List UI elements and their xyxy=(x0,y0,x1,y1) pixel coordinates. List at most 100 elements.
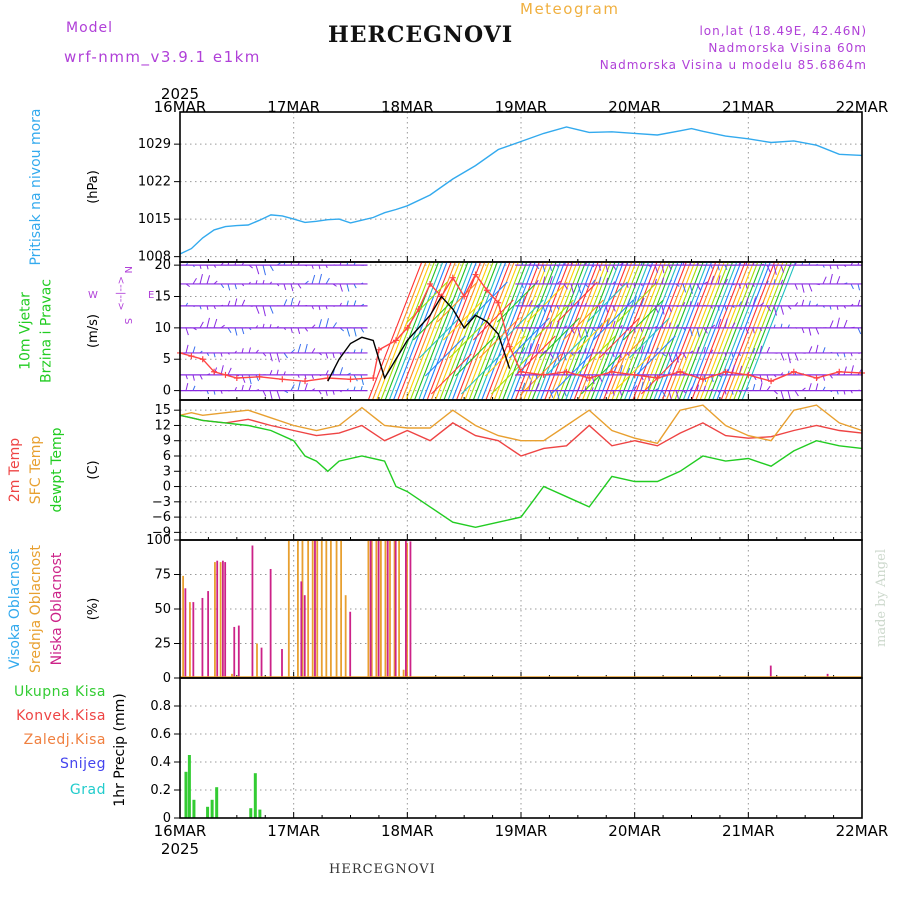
wind-arrow xyxy=(717,305,720,311)
wind-arrow xyxy=(752,384,756,391)
x-axis: 16MAR 16MAR 17MAR 17MAR 18MAR 18MAR 19MAR 19MAR… xyxy=(154,85,889,858)
wind-arrow xyxy=(528,300,533,307)
wind-arrow xyxy=(808,262,811,266)
wind-arrow xyxy=(780,352,785,361)
wind-arrow xyxy=(549,276,553,285)
bar-cloud xyxy=(231,673,233,678)
storm-arrow xyxy=(426,262,482,400)
storm-arrow xyxy=(531,262,587,400)
storm-arrow xyxy=(640,353,682,395)
bar-cloud xyxy=(207,591,210,678)
pressure-label-0: Pritisak na nivou mora xyxy=(28,108,44,265)
wind-arrow xyxy=(563,352,567,361)
wind-arrow xyxy=(710,275,715,285)
bar-cloud xyxy=(398,540,400,678)
precip-legend-3: Snijeg xyxy=(60,756,106,772)
y-tick-label: 0.2 xyxy=(150,783,171,798)
wind-arrow xyxy=(332,390,335,395)
panel-precip: 0 0.2 0.4 0.6 0.8 1hr Precip (mm) Ukupna Kisa K… xyxy=(14,677,863,826)
wind-arrow xyxy=(325,390,328,396)
wind-arrow xyxy=(234,283,237,290)
wind-arrow xyxy=(689,386,693,391)
wind-arrow xyxy=(682,262,685,266)
wind-arrow xyxy=(248,347,251,354)
wind-max-marker xyxy=(392,337,399,344)
wind-arrow xyxy=(346,300,349,307)
wind-arrow xyxy=(297,262,301,266)
wind-arrow xyxy=(297,381,301,391)
altitude-label: Nadmorska Visina 60m xyxy=(708,41,867,55)
bar-cloud xyxy=(201,597,204,678)
wind-arrow xyxy=(605,277,609,285)
wind-arrow xyxy=(521,382,526,391)
wind-arrow xyxy=(549,390,554,398)
bar-precip xyxy=(253,773,257,818)
wind-arrow xyxy=(633,283,636,288)
storm-arrow xyxy=(539,262,595,400)
wind-arrow xyxy=(542,276,546,285)
x-tick-top: 20MAR xyxy=(608,98,661,116)
wind-arrow xyxy=(647,382,652,391)
bar-cloud xyxy=(375,540,378,678)
wind-arrow xyxy=(591,348,594,354)
wind-arrow xyxy=(521,262,524,266)
wind-arrow xyxy=(766,385,771,391)
bar-cloud xyxy=(216,560,219,678)
bar-cloud xyxy=(311,540,314,678)
wind-max-marker xyxy=(540,371,547,378)
wind-max-marker xyxy=(495,299,502,306)
bar-cloud xyxy=(402,669,405,678)
wind-arrow xyxy=(815,344,819,354)
storm-arrow xyxy=(451,262,507,400)
bar-cloud xyxy=(404,540,407,678)
wind-arrow xyxy=(269,324,272,328)
wind-arrow xyxy=(780,279,784,285)
wind-arrow xyxy=(311,264,314,269)
wind-arrow xyxy=(318,273,322,285)
wind-arrow xyxy=(787,352,791,364)
bar-cloud xyxy=(370,540,373,678)
wind-arrow xyxy=(521,295,525,307)
bar-cloud xyxy=(386,540,389,678)
wind-arrow xyxy=(318,265,321,270)
y-tick-label: 5 xyxy=(163,352,171,367)
wind-max-marker xyxy=(415,306,422,313)
bar-cloud xyxy=(314,540,316,678)
wind-arrow xyxy=(857,369,862,376)
wind-arrow xyxy=(689,283,693,294)
wind-arrow xyxy=(661,265,665,274)
wind-arrow xyxy=(241,348,244,354)
bar-precip xyxy=(206,806,210,818)
bar-cloud xyxy=(329,540,332,678)
storm-arrow xyxy=(434,262,490,400)
bar-cloud xyxy=(335,540,338,678)
wind-arrow xyxy=(752,297,757,307)
wind-arrow xyxy=(703,327,708,334)
wind-arrow xyxy=(857,283,861,291)
storm-arrow xyxy=(443,262,498,400)
wind-arrow xyxy=(241,374,246,383)
wind-arrow xyxy=(213,318,218,329)
wind-arrow xyxy=(850,283,854,290)
wind-arrow xyxy=(808,346,813,354)
wind-arrow xyxy=(752,327,755,334)
wind-arrow xyxy=(626,283,629,288)
wind-arrow xyxy=(829,320,834,329)
wind-arrow xyxy=(360,327,365,333)
storm-arrow xyxy=(514,335,556,377)
wind-arrow xyxy=(612,264,617,271)
wind-arrow xyxy=(724,318,728,328)
temp-label-2: dewpt Temp xyxy=(49,427,65,512)
wind-arrow xyxy=(318,319,322,329)
wind-arrow xyxy=(822,386,826,391)
bar-cloud xyxy=(406,542,408,678)
temp-label-1: SFC Temp xyxy=(28,436,44,505)
panel-pressure: 1008 1015 1022 1029 (hPa) Pritisak na nivou m… xyxy=(28,108,863,266)
bar-cloud xyxy=(224,562,227,678)
wind-arrow xyxy=(262,305,266,317)
wind-max-marker xyxy=(188,353,195,360)
storm-arrow xyxy=(526,281,568,323)
model-altitude-label: Nadmorska Visina u modelu 85.6864m xyxy=(599,58,867,72)
wind-arrow xyxy=(745,297,749,307)
wind-arrow xyxy=(584,386,587,391)
